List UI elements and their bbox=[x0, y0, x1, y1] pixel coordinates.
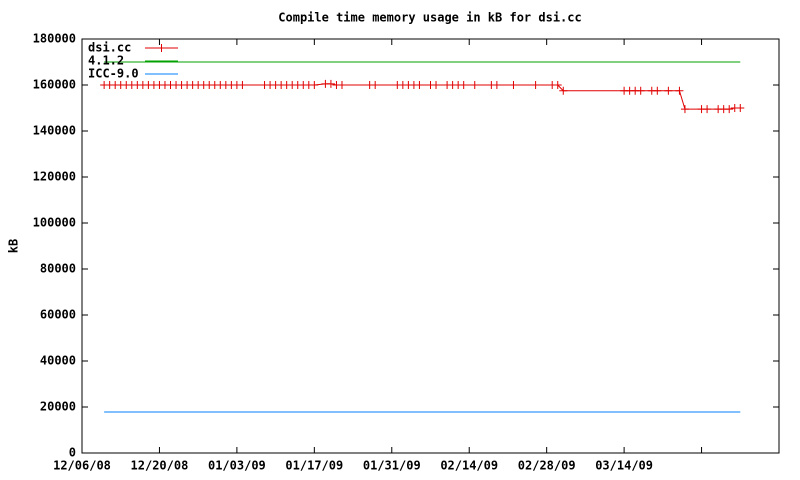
point-marker bbox=[703, 105, 712, 114]
point-marker bbox=[415, 81, 424, 89]
y-tick-label: 140000 bbox=[33, 124, 76, 138]
point-marker bbox=[337, 81, 346, 89]
x-tick-label: 01/17/09 bbox=[285, 459, 343, 473]
y-tick-label: 20000 bbox=[40, 400, 76, 414]
chart-title: Compile time memory usage in kB for dsi.… bbox=[278, 11, 581, 25]
x-tick-label: 03/14/09 bbox=[595, 459, 653, 473]
point-marker bbox=[371, 81, 380, 89]
y-axis-label: kB bbox=[7, 239, 21, 253]
point-marker bbox=[459, 81, 468, 89]
point-marker bbox=[675, 86, 684, 95]
point-marker bbox=[725, 105, 734, 114]
point-marker bbox=[310, 81, 319, 89]
point-marker bbox=[559, 86, 568, 95]
point-marker bbox=[238, 81, 247, 89]
x-tick-label: 01/31/09 bbox=[363, 459, 421, 473]
y-tick-label: 0 bbox=[69, 446, 76, 460]
point-marker bbox=[553, 81, 562, 89]
point-marker bbox=[664, 86, 673, 95]
point-marker bbox=[492, 81, 501, 89]
legend-label: 4.1.2 bbox=[88, 54, 124, 68]
point-marker bbox=[432, 81, 441, 89]
y-tick-label: 40000 bbox=[40, 354, 76, 368]
y-tick-label: 80000 bbox=[40, 262, 76, 276]
y-tick-label: 120000 bbox=[33, 170, 76, 184]
point-marker bbox=[326, 79, 335, 88]
point-marker bbox=[680, 105, 689, 114]
legend-label: ICC-9.0 bbox=[88, 67, 139, 81]
y-tick-label: 160000 bbox=[33, 78, 76, 92]
x-tick-label: 02/14/09 bbox=[440, 459, 498, 473]
point-marker bbox=[531, 81, 540, 89]
x-tick-label: 12/06/08 bbox=[53, 459, 111, 473]
y-tick-label: 60000 bbox=[40, 308, 76, 322]
y-tick-label: 100000 bbox=[33, 216, 76, 230]
point-marker bbox=[636, 86, 645, 95]
plot-frame bbox=[81, 38, 780, 454]
x-tick-label: 01/03/09 bbox=[208, 459, 266, 473]
point-marker bbox=[470, 81, 479, 89]
legend-marker bbox=[157, 44, 166, 52]
x-tick-label: 12/20/08 bbox=[131, 459, 189, 473]
point-marker bbox=[509, 81, 518, 89]
x-tick-label: 02/28/09 bbox=[518, 459, 576, 473]
point-marker bbox=[736, 104, 745, 112]
point-marker bbox=[653, 86, 662, 95]
y-tick-label: 180000 bbox=[33, 32, 76, 46]
legend-label: dsi.cc bbox=[88, 41, 131, 55]
